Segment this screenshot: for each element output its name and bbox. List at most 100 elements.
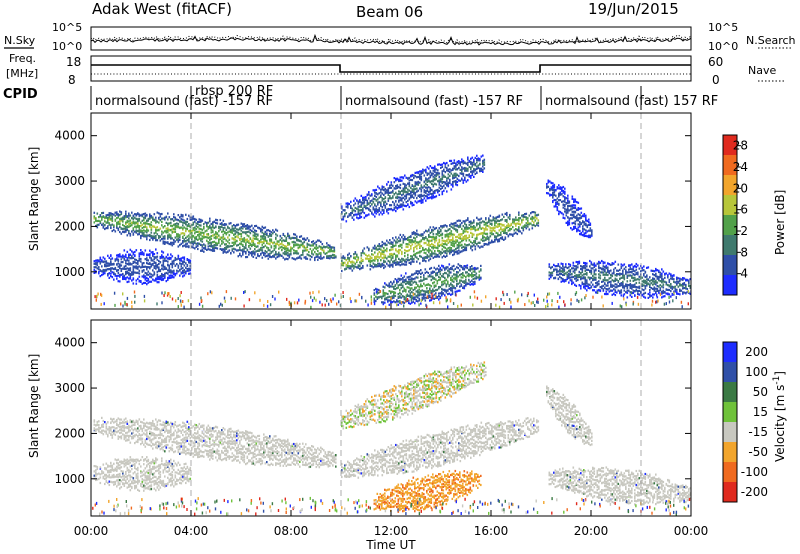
echo-cell [245, 239, 247, 242]
echo-cell [341, 207, 343, 210]
echo-cell [222, 248, 225, 251]
echo-cell [374, 203, 376, 206]
echo-cell [95, 271, 97, 274]
echo-cell [390, 258, 393, 261]
echo-cell [116, 277, 118, 280]
echo-cell [480, 232, 483, 235]
echo-cell [448, 270, 451, 273]
echo-cell [507, 224, 510, 227]
echo-cell [245, 256, 247, 259]
echo-cell [107, 262, 109, 265]
echo-cell [288, 256, 291, 259]
echo-cell [309, 244, 312, 247]
echo-cell [592, 274, 594, 277]
echo-cell [598, 262, 600, 265]
echo-cell [501, 236, 504, 239]
echo-cell [405, 245, 408, 248]
echo-cell [317, 258, 319, 261]
echo-cell [574, 223, 577, 226]
echo-cell [390, 264, 393, 267]
echo-cell [170, 253, 172, 256]
echo-cell [443, 250, 445, 253]
echo-cell [433, 266, 436, 269]
echo-cell [454, 278, 457, 281]
echo-cell [330, 250, 333, 253]
echo-cell [378, 187, 381, 190]
echo-cell [424, 277, 427, 280]
echo-cell [498, 215, 501, 218]
echo-cell [425, 248, 427, 251]
echo-cell [149, 223, 151, 226]
echo-cell [375, 295, 377, 298]
echo-cell [123, 227, 126, 230]
echo-cell [435, 168, 438, 171]
echo-cell [556, 202, 559, 205]
echo-cell [482, 234, 484, 237]
echo-cell [240, 240, 243, 243]
echo-cell [152, 269, 154, 272]
echo-cell [399, 295, 401, 298]
echo-cell [105, 264, 108, 267]
echo-cell [393, 292, 395, 295]
echo-cell [381, 250, 384, 253]
echo-cell [504, 229, 507, 232]
echo-cell [477, 241, 480, 244]
echo-cell [261, 231, 264, 234]
echo-cell [456, 275, 458, 278]
echo-cell [419, 200, 421, 203]
echo-cell [236, 235, 238, 238]
echo-cell [122, 267, 124, 270]
echo-cell [552, 193, 554, 196]
echo-cell [576, 216, 578, 220]
echo-cell [577, 278, 579, 282]
echo-cell [460, 284, 463, 287]
echo-cell [170, 241, 172, 244]
echo-cell [171, 266, 174, 269]
echo-cell [264, 230, 267, 233]
echo-cell [400, 274, 403, 277]
echo-cell [384, 286, 386, 289]
echo-cell [602, 280, 605, 283]
echo-cell [396, 177, 399, 180]
echo-cell [129, 277, 132, 280]
echo-cell [455, 174, 457, 177]
echo-cell [405, 197, 408, 200]
echo-cell [378, 209, 381, 212]
echo-cell [456, 229, 459, 232]
echo-cell [442, 292, 445, 295]
echo-cell [458, 174, 460, 178]
echo-cell [416, 176, 418, 179]
echo-cell [138, 257, 141, 260]
echo-cell [390, 248, 393, 251]
echo-cell [441, 180, 444, 183]
echo-cell [201, 231, 204, 234]
echo-cell [101, 216, 103, 219]
echo-cell [366, 257, 369, 260]
echo-cell [449, 252, 451, 255]
echo-cell [426, 238, 429, 241]
echo-cell [291, 247, 294, 250]
echo-cell [438, 275, 440, 279]
echo-cell [400, 296, 403, 299]
echo-cell [438, 255, 441, 258]
echo-cell [477, 164, 480, 167]
echo-cell [571, 214, 574, 217]
echo-cell [434, 246, 436, 249]
echo-cell [584, 264, 587, 267]
echo-cell [536, 214, 538, 217]
echo-cell [395, 185, 397, 188]
echo-cell [108, 223, 111, 226]
echo-cell [471, 156, 474, 159]
echo-cell [415, 282, 418, 285]
echo-cell [380, 201, 382, 204]
echo-cell [447, 247, 450, 250]
echo-cell [429, 176, 432, 179]
echo-cell [404, 187, 406, 190]
echo-cell [176, 218, 178, 221]
echo-cell [450, 230, 453, 233]
echo-cell [302, 253, 304, 256]
echo-cell [401, 203, 403, 206]
echo-cell [586, 271, 588, 275]
echo-cell [240, 229, 243, 232]
echo-cell [462, 225, 465, 228]
